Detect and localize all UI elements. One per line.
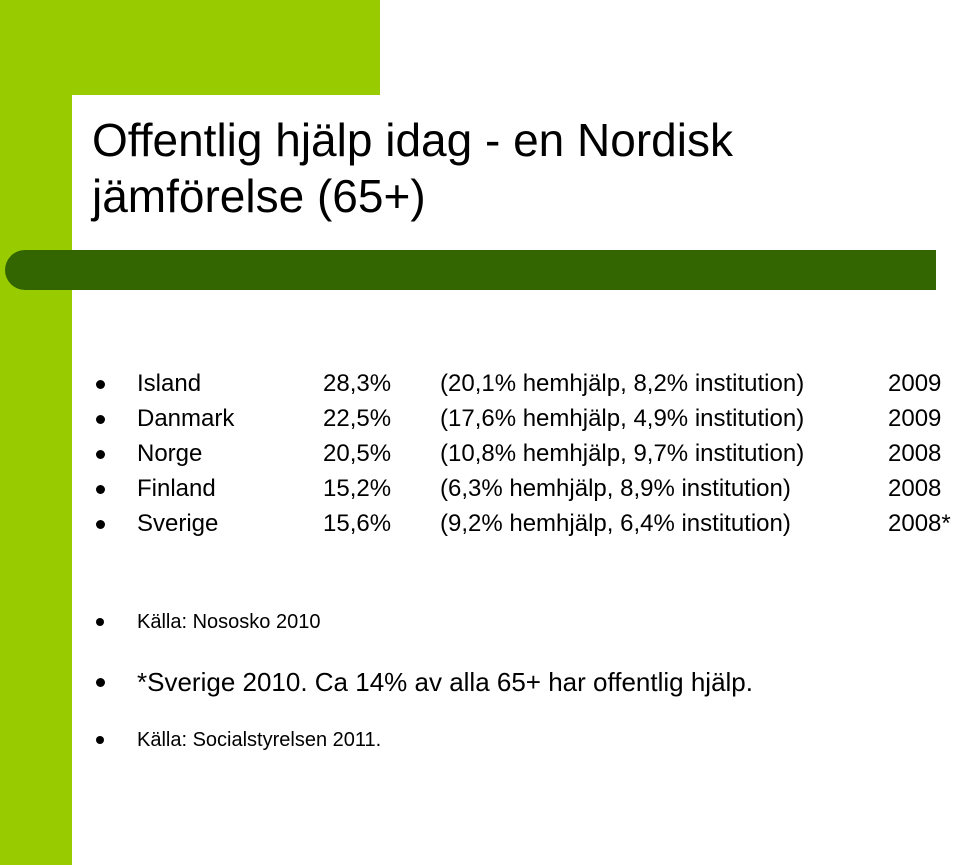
total-percent: 22,5% xyxy=(323,405,392,432)
year: 2009 xyxy=(888,370,942,397)
green-side-band xyxy=(0,0,72,865)
sweden-note-text: *Sverige 2010. Ca 14% av alla 65+ har of… xyxy=(137,667,753,697)
bullet xyxy=(96,678,105,687)
year: 2009 xyxy=(888,405,942,432)
bullet xyxy=(96,450,105,459)
bullet xyxy=(96,485,105,494)
source-note: Källa: Nososko 2010 xyxy=(0,608,960,638)
source-note: Källa: Socialstyrelsen 2011. xyxy=(0,726,960,756)
total-percent: 20,5% xyxy=(323,440,392,467)
title-divider-bar xyxy=(5,250,936,290)
country-name: Danmark xyxy=(137,405,235,432)
list-item: Danmark 22,5% (17,6% hemhjälp, 4,9% inst… xyxy=(0,404,960,434)
year: 2008* xyxy=(888,510,951,537)
breakdown: (9,2% hemhjälp, 6,4% institution) xyxy=(440,510,791,537)
breakdown: (10,8% hemhjälp, 9,7% institution) xyxy=(440,440,805,467)
slide-title-line-2: jämförelse (65+) xyxy=(92,170,426,222)
country-name: Island xyxy=(137,370,202,397)
breakdown: (20,1% hemhjälp, 8,2% institution) xyxy=(440,370,805,397)
bullet xyxy=(96,618,104,626)
bullet xyxy=(96,380,105,389)
breakdown: (17,6% hemhjälp, 4,9% institution) xyxy=(440,405,805,432)
total-percent: 28,3% xyxy=(323,370,392,397)
bullet xyxy=(96,736,104,744)
country-name: Sverige xyxy=(137,510,219,537)
slide-title: Offentlig hjälp idag - en Nordisk jämför… xyxy=(92,112,932,224)
total-percent: 15,2% xyxy=(323,475,392,502)
breakdown: (6,3% hemhjälp, 8,9% institution) xyxy=(440,475,791,502)
source-text: Källa: Socialstyrelsen 2011. xyxy=(137,729,382,751)
bullet xyxy=(96,415,105,424)
source-text: Källa: Nososko 2010 xyxy=(137,611,321,633)
list-item: Norge 20,5% (10,8% hemhjälp, 9,7% instit… xyxy=(0,439,960,469)
country-name: Norge xyxy=(137,440,203,467)
year: 2008 xyxy=(888,440,942,467)
list-item: Island 28,3% (20,1% hemhjälp, 8,2% insti… xyxy=(0,369,960,399)
list-item: Finland 15,2% (6,3% hemhjälp, 8,9% insti… xyxy=(0,474,960,504)
country-name: Finland xyxy=(137,475,216,502)
list-item: Sverige 15,6% (9,2% hemhjälp, 6,4% insti… xyxy=(0,509,960,539)
total-percent: 15,6% xyxy=(323,510,392,537)
slide-title-line-1: Offentlig hjälp idag - en Nordisk xyxy=(92,114,733,166)
green-top-band xyxy=(0,0,380,95)
sweden-note: *Sverige 2010. Ca 14% av alla 65+ har of… xyxy=(0,665,960,697)
bullet xyxy=(96,520,105,529)
year: 2008 xyxy=(888,475,942,502)
